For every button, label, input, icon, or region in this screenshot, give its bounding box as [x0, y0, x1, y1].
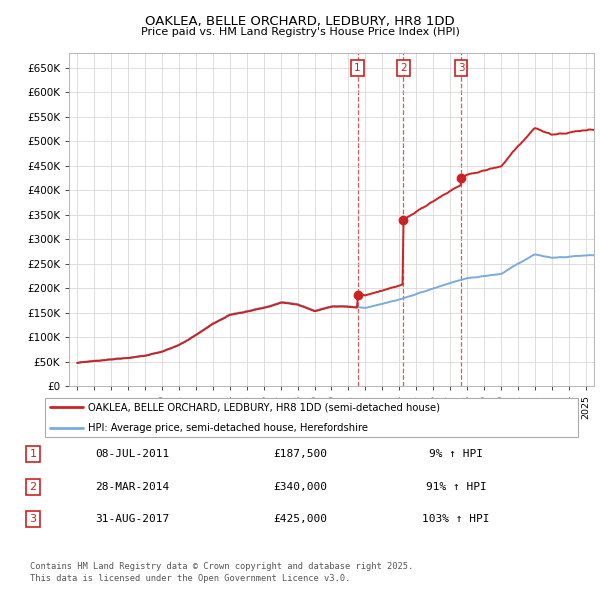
Text: 08-JUL-2011: 08-JUL-2011	[95, 450, 169, 459]
Text: 31-AUG-2017: 31-AUG-2017	[95, 514, 169, 524]
Text: £187,500: £187,500	[273, 450, 327, 459]
Text: 2: 2	[400, 63, 407, 73]
Text: 3: 3	[458, 63, 464, 73]
Text: 28-MAR-2014: 28-MAR-2014	[95, 482, 169, 491]
Text: £425,000: £425,000	[273, 514, 327, 524]
Text: 9% ↑ HPI: 9% ↑ HPI	[429, 450, 483, 459]
Text: 1: 1	[29, 450, 37, 459]
Text: 1: 1	[354, 63, 361, 73]
Text: 3: 3	[29, 514, 37, 524]
Text: 91% ↑ HPI: 91% ↑ HPI	[425, 482, 487, 491]
Text: Contains HM Land Registry data © Crown copyright and database right 2025.
This d: Contains HM Land Registry data © Crown c…	[30, 562, 413, 583]
Text: 2: 2	[29, 482, 37, 491]
Text: OAKLEA, BELLE ORCHARD, LEDBURY, HR8 1DD (semi-detached house): OAKLEA, BELLE ORCHARD, LEDBURY, HR8 1DD …	[88, 402, 440, 412]
Text: HPI: Average price, semi-detached house, Herefordshire: HPI: Average price, semi-detached house,…	[88, 424, 368, 434]
Text: OAKLEA, BELLE ORCHARD, LEDBURY, HR8 1DD: OAKLEA, BELLE ORCHARD, LEDBURY, HR8 1DD	[145, 15, 455, 28]
Text: £340,000: £340,000	[273, 482, 327, 491]
Text: 103% ↑ HPI: 103% ↑ HPI	[422, 514, 490, 524]
Text: Price paid vs. HM Land Registry's House Price Index (HPI): Price paid vs. HM Land Registry's House …	[140, 27, 460, 37]
